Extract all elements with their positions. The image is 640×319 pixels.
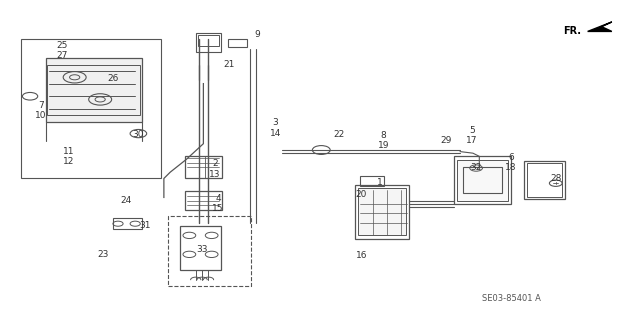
Text: SE03-85401 A: SE03-85401 A	[482, 294, 541, 303]
Bar	[20, 39, 161, 178]
Text: 32: 32	[470, 163, 482, 172]
Polygon shape	[588, 22, 612, 32]
Bar	[228, 39, 246, 47]
Bar	[454, 156, 511, 204]
Bar	[360, 176, 384, 186]
Bar	[358, 188, 406, 235]
Bar	[47, 65, 140, 115]
Text: 16: 16	[356, 251, 367, 260]
Bar	[198, 34, 220, 46]
Bar	[185, 191, 222, 210]
Text: 2
13: 2 13	[209, 159, 221, 179]
Text: 8
19: 8 19	[378, 131, 390, 150]
Bar	[196, 33, 221, 52]
Text: 21: 21	[223, 60, 235, 69]
Text: 11
12: 11 12	[63, 147, 74, 166]
Bar	[527, 163, 562, 197]
Bar	[355, 185, 409, 239]
Bar	[168, 216, 251, 286]
Text: 30: 30	[132, 130, 144, 139]
Text: 20: 20	[356, 190, 367, 199]
Text: 23: 23	[98, 250, 109, 259]
Text: 28: 28	[550, 174, 561, 183]
Text: 26: 26	[108, 74, 118, 83]
Text: 29: 29	[440, 136, 452, 145]
Bar	[457, 160, 508, 201]
Text: 4
15: 4 15	[212, 194, 224, 213]
Text: 7
10: 7 10	[35, 101, 47, 120]
Text: 25
27: 25 27	[56, 41, 68, 60]
Text: 9: 9	[255, 30, 260, 39]
Bar	[180, 226, 221, 270]
Text: 5
17: 5 17	[466, 126, 477, 145]
Text: 24: 24	[120, 196, 131, 205]
Text: 31: 31	[139, 221, 150, 230]
Text: 6
18: 6 18	[506, 153, 517, 172]
Text: FR.: FR.	[563, 26, 580, 36]
Bar	[524, 161, 565, 199]
Text: 1: 1	[377, 178, 383, 187]
Bar	[463, 167, 502, 193]
Text: 22: 22	[333, 130, 345, 139]
Bar	[113, 218, 141, 229]
Text: 33: 33	[196, 245, 208, 254]
Bar	[185, 156, 222, 178]
Bar	[46, 58, 141, 122]
Text: 3
14: 3 14	[269, 118, 281, 137]
